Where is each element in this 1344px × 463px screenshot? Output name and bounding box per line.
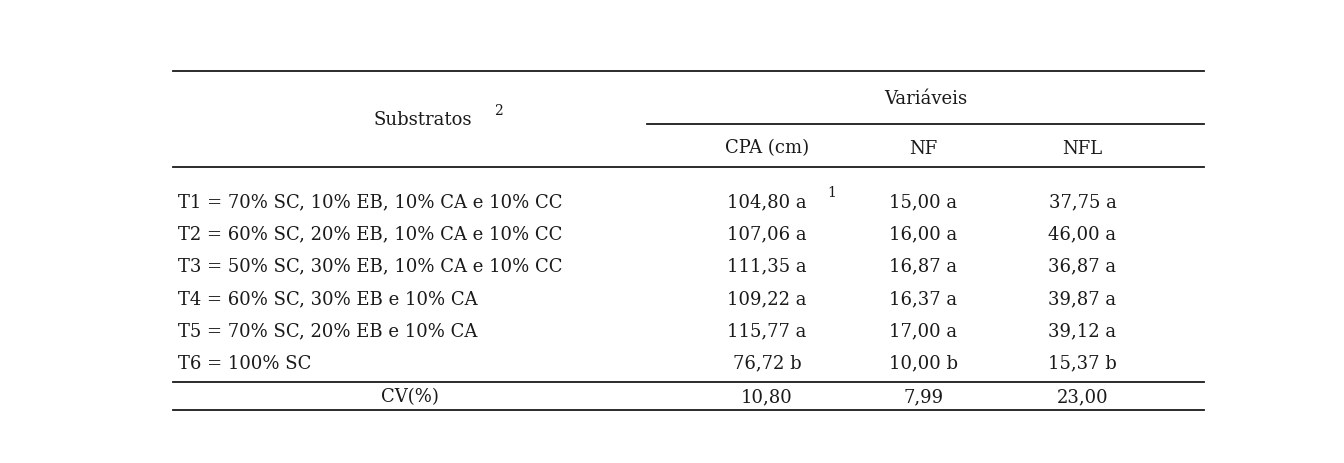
Text: 15,37 b: 15,37 b: [1048, 354, 1117, 372]
Text: 23,00: 23,00: [1056, 387, 1109, 405]
Text: 107,06 a: 107,06 a: [727, 225, 806, 243]
Text: CV(%): CV(%): [382, 387, 439, 405]
Text: 7,99: 7,99: [903, 387, 943, 405]
Text: NFL: NFL: [1063, 139, 1102, 157]
Text: 17,00 a: 17,00 a: [890, 322, 957, 340]
Text: CPA (cm): CPA (cm): [724, 139, 809, 157]
Text: T4 = 60% SC, 30% EB e 10% CA: T4 = 60% SC, 30% EB e 10% CA: [179, 290, 478, 308]
Text: 2: 2: [495, 104, 503, 118]
Text: 46,00 a: 46,00 a: [1048, 225, 1117, 243]
Text: T6 = 100% SC: T6 = 100% SC: [179, 354, 312, 372]
Text: 15,00 a: 15,00 a: [890, 193, 957, 211]
Text: 39,87 a: 39,87 a: [1048, 290, 1117, 308]
Text: 109,22 a: 109,22 a: [727, 290, 806, 308]
Text: 10,80: 10,80: [741, 387, 793, 405]
Text: 16,00 a: 16,00 a: [888, 225, 957, 243]
Text: 16,87 a: 16,87 a: [890, 257, 957, 275]
Text: 39,12 a: 39,12 a: [1048, 322, 1117, 340]
Text: NF: NF: [909, 139, 937, 157]
Text: 76,72 b: 76,72 b: [732, 354, 801, 372]
Text: 16,37 a: 16,37 a: [890, 290, 957, 308]
Text: T1 = 70% SC, 10% EB, 10% CA e 10% CC: T1 = 70% SC, 10% EB, 10% CA e 10% CC: [179, 193, 563, 211]
Text: Substratos: Substratos: [374, 111, 473, 129]
Text: T3 = 50% SC, 30% EB, 10% CA e 10% CC: T3 = 50% SC, 30% EB, 10% CA e 10% CC: [179, 257, 563, 275]
Text: 115,77 a: 115,77 a: [727, 322, 806, 340]
Text: 36,87 a: 36,87 a: [1048, 257, 1117, 275]
Text: T2 = 60% SC, 20% EB, 10% CA e 10% CC: T2 = 60% SC, 20% EB, 10% CA e 10% CC: [179, 225, 563, 243]
Text: 104,80 a: 104,80 a: [727, 193, 806, 211]
Text: 10,00 b: 10,00 b: [888, 354, 958, 372]
Text: Variáveis: Variáveis: [884, 89, 968, 107]
Text: 111,35 a: 111,35 a: [727, 257, 806, 275]
Text: T5 = 70% SC, 20% EB e 10% CA: T5 = 70% SC, 20% EB e 10% CA: [179, 322, 477, 340]
Text: 37,75 a: 37,75 a: [1048, 193, 1117, 211]
Text: 1: 1: [828, 186, 836, 200]
